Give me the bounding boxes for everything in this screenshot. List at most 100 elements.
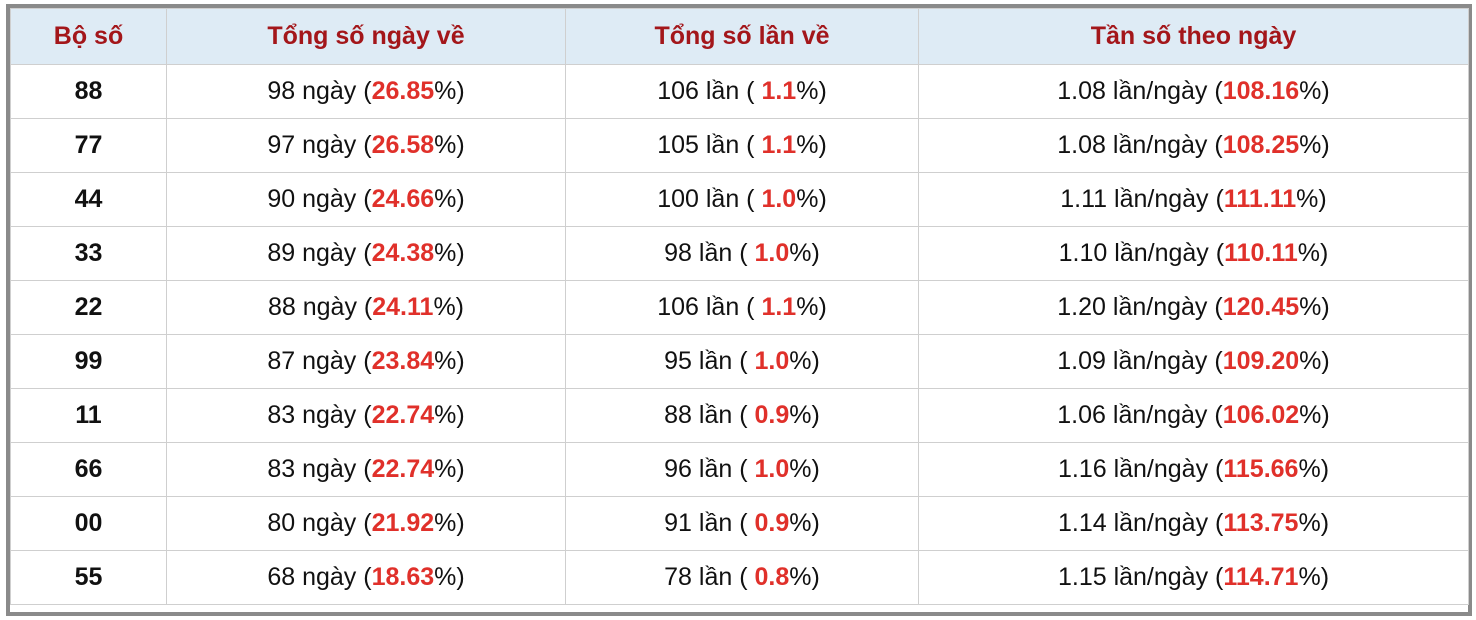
stat-cell: 91 lần ( 0.9%) [565,496,919,551]
cell-text: %) [433,293,464,321]
cell-text: 98 lần ( [664,239,755,267]
highlight-value: 24.38 [371,239,435,267]
cell-text: %) [789,401,820,429]
cell-text: 78 lần ( [664,563,755,591]
key-cell: 99 [10,334,167,389]
cell-text: 1.14 lần/ngày ( [1057,509,1224,537]
highlight-value: 111.11 [1223,185,1297,213]
cell-text: 1.06 lần/ngày ( [1057,401,1223,429]
cell-text: 1.08 lần/ngày ( [1057,77,1223,105]
header-row: Bộ số Tổng số ngày về Tổng số lần về Tần số… [10,8,1469,65]
cell-text: %) [434,509,465,537]
cell-text: 1.16 lần/ngày ( [1057,455,1224,483]
cell-text: %) [434,77,465,105]
stat-cell: 1.10 lần/ngày (110.11%) [918,226,1469,281]
stat-cell: 88 lần ( 0.9%) [565,388,919,443]
cell-text: 88 lần ( [664,401,755,429]
cell-text: 1.08 lần/ngày ( [1057,131,1223,159]
cell-text: 68 ngày ( [267,563,372,591]
cell-text: 1.15 lần/ngày ( [1057,563,1224,591]
highlight-value: 108.16 [1222,77,1300,105]
header-cell: Tổng số lần về [565,8,919,65]
cell-text: 80 ngày ( [267,509,372,537]
key-cell: 22 [10,280,167,335]
key-cell: 77 [10,118,167,173]
cell-text: %) [1298,455,1330,483]
stat-cell: 68 ngày (18.63%) [166,550,566,605]
stat-cell: 80 ngày (21.92%) [166,496,566,551]
highlight-value: 18.63 [371,563,435,591]
highlight-value: 114.71 [1223,563,1299,591]
highlight-value: 120.45 [1222,293,1300,321]
cell-text: %) [789,347,820,375]
stat-cell: 1.20 lần/ngày (120.45%) [918,280,1469,335]
cell-text: %) [434,347,465,375]
cell-text: 83 ngày ( [267,455,372,483]
highlight-value: 110.11 [1224,239,1298,267]
stat-cell: 106 lần ( 1.1%) [565,280,919,335]
table-row: 44 90 ngày (24.66%) 100 lần ( 1.0%) 1.11 lầ… [10,172,1469,227]
stat-cell: 98 ngày (26.85%) [166,64,566,119]
cell-text: %) [1297,239,1329,267]
highlight-value: 115.66 [1223,455,1299,483]
cell-text: %) [1298,563,1330,591]
highlight-value: 1.0 [754,455,790,483]
cell-text: %) [789,455,820,483]
stat-cell: 83 ngày (22.74%) [166,442,566,497]
highlight-value: 22.74 [371,455,435,483]
table-row: 22 88 ngày (24.11%) 106 lần ( 1.1%) 1.20 lầ… [10,280,1469,335]
cell-text: %) [434,401,465,429]
stat-cell: 78 lần ( 0.8%) [565,550,919,605]
cell-text: 83 ngày ( [267,401,372,429]
key-cell: 66 [10,442,167,497]
highlight-value: 113.75 [1223,509,1299,537]
highlight-value: 1.1 [761,293,797,321]
cell-text: %) [434,455,465,483]
table-row: 55 68 ngày (18.63%) 78 lần ( 0.8%) 1.15 lần… [10,550,1469,605]
cell-text: %) [1296,185,1327,213]
table-row: 77 97 ngày (26.58%) 105 lần ( 1.1%) 1.08 lầ… [10,118,1469,173]
table-row: 33 89 ngày (24.38%) 98 lần ( 1.0%) 1.10 lần… [10,226,1469,281]
highlight-value: 109.20 [1222,347,1300,375]
highlight-value: 106.02 [1222,401,1300,429]
stat-cell: 95 lần ( 1.0%) [565,334,919,389]
stat-cell: 1.08 lần/ngày (108.16%) [918,64,1469,119]
highlight-value: 26.85 [371,77,435,105]
highlight-value: 1.0 [754,239,790,267]
cell-text: %) [434,239,465,267]
cell-text: 95 lần ( [664,347,755,375]
cell-text: 91 lần ( [664,509,755,537]
cell-text: %) [434,185,465,213]
table-row: 11 83 ngày (22.74%) 88 lần ( 0.9%) 1.06 lần… [10,388,1469,443]
cell-text: %) [1299,131,1330,159]
header-cell: Tổng số ngày về [166,8,566,65]
cell-text: %) [789,239,820,267]
cell-text: 1.11 lần/ngày ( [1060,185,1224,213]
key-cell: 88 [10,64,167,119]
stat-cell: 1.15 lần/ngày (114.71%) [918,550,1469,605]
highlight-value: 1.1 [761,131,797,159]
cell-text: %) [796,77,827,105]
highlight-value: 0.9 [754,509,790,537]
cell-text: %) [434,563,465,591]
cell-text: %) [796,131,827,159]
cell-text: %) [789,563,820,591]
cell-text: %) [1299,293,1330,321]
highlight-value: 22.74 [371,401,435,429]
highlight-value: 26.58 [371,131,435,159]
header-cell: Bộ số [10,8,167,65]
stat-cell: 97 ngày (26.58%) [166,118,566,173]
highlight-value: 21.92 [371,509,435,537]
highlight-value: 24.11 [372,293,434,321]
highlight-value: 1.0 [761,185,797,213]
highlight-value: 108.25 [1222,131,1300,159]
cell-text: 96 lần ( [664,455,755,483]
stat-cell: 89 ngày (24.38%) [166,226,566,281]
stat-cell: 98 lần ( 1.0%) [565,226,919,281]
stat-cell: 88 ngày (24.11%) [166,280,566,335]
cell-text: 90 ngày ( [267,185,372,213]
cell-text: 98 ngày ( [267,77,372,105]
stat-cell: 105 lần ( 1.1%) [565,118,919,173]
table-row: 88 98 ngày (26.85%) 106 lần ( 1.1%) 1.08 lầ… [10,64,1469,119]
